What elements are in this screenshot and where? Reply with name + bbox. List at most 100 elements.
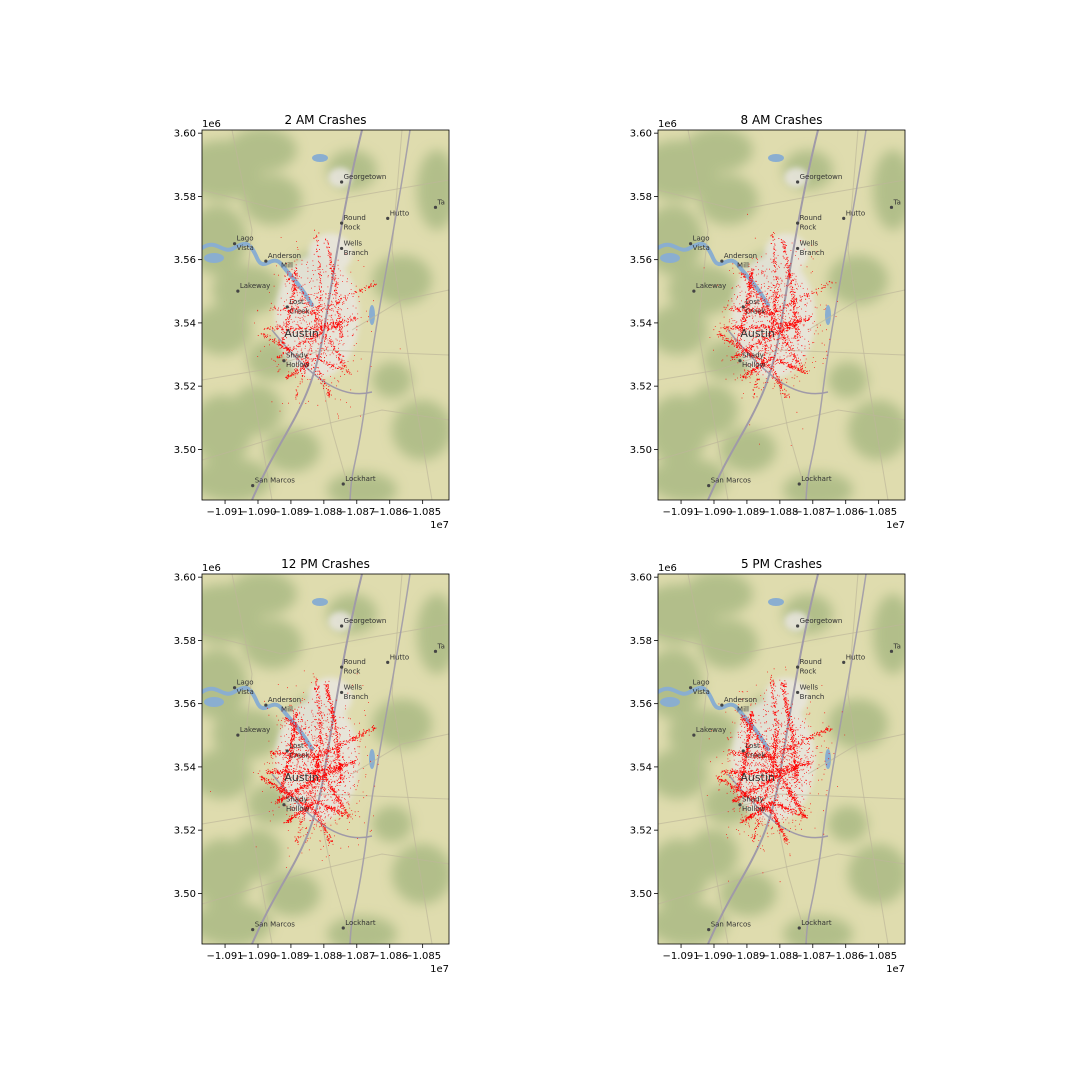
x-tick-label: −1.086 bbox=[827, 951, 864, 962]
place-dot bbox=[692, 289, 696, 293]
y-tick-label: 3.56 bbox=[174, 255, 196, 266]
place-label: Hutto bbox=[390, 209, 409, 217]
x-tick-label: −1.087 bbox=[338, 951, 375, 962]
place-label: Vista bbox=[693, 244, 710, 252]
panel-title: 8 AM Crashes bbox=[741, 113, 823, 127]
highway-i35 bbox=[251, 130, 363, 500]
place-label: Rock bbox=[344, 668, 362, 676]
place-label: Lost bbox=[745, 298, 760, 306]
y-tick-label: 3.52 bbox=[630, 826, 652, 837]
austin-label: Austin bbox=[284, 771, 319, 784]
place-dot bbox=[264, 703, 268, 707]
place-label: Hollow bbox=[742, 805, 766, 813]
place-label: Hollow bbox=[286, 361, 310, 369]
place-dot bbox=[842, 216, 846, 220]
place-label: Mill bbox=[737, 706, 749, 714]
x-tick-label: −1.088 bbox=[761, 507, 798, 518]
road bbox=[351, 733, 449, 775]
place-label: Lakeway bbox=[240, 282, 270, 290]
place-dot bbox=[692, 733, 696, 737]
place-dot bbox=[889, 205, 894, 209]
crash-points bbox=[703, 213, 838, 446]
axes-frame bbox=[657, 129, 906, 501]
road bbox=[351, 289, 449, 331]
axes-frame bbox=[201, 129, 450, 501]
y-offset-label: 1e6 bbox=[202, 119, 221, 130]
place-label: Lago bbox=[237, 679, 254, 687]
place-label: Lockhart bbox=[801, 919, 832, 927]
place-label: Lakeway bbox=[696, 282, 726, 290]
austin-label: Austin bbox=[740, 327, 775, 340]
highway-i35 bbox=[707, 130, 819, 500]
place-label: Lockhart bbox=[801, 475, 832, 483]
y-tick-label: 3.50 bbox=[174, 889, 196, 900]
place-dot bbox=[842, 660, 846, 664]
place-label: Wells bbox=[800, 239, 819, 247]
road bbox=[658, 853, 905, 905]
place-dot bbox=[796, 690, 800, 695]
place-label: Lost bbox=[745, 742, 760, 750]
place-label: Lago bbox=[237, 235, 254, 243]
place-dot bbox=[889, 649, 894, 653]
road bbox=[687, 130, 729, 500]
place-label: Creek bbox=[289, 751, 310, 759]
x-tick-label: −1.089 bbox=[728, 507, 765, 518]
lake-travis bbox=[202, 685, 314, 751]
y-tick-label: 3.58 bbox=[174, 636, 196, 647]
place-label: Lockhart bbox=[345, 919, 376, 927]
road bbox=[202, 853, 449, 905]
lake-georgetown bbox=[768, 598, 784, 606]
place-label: Ta bbox=[892, 198, 900, 206]
road bbox=[202, 349, 449, 381]
place-label: Round bbox=[800, 658, 822, 666]
place-dot bbox=[285, 749, 289, 753]
place-label: Anderson bbox=[724, 696, 757, 704]
place-label: Lakeway bbox=[240, 726, 270, 734]
place-dot bbox=[433, 205, 438, 209]
y-tick-label: 3.52 bbox=[174, 826, 196, 837]
place-label: Lost bbox=[289, 298, 304, 306]
place-dot bbox=[688, 686, 693, 690]
lake-travis bbox=[202, 241, 314, 307]
place-dot bbox=[720, 703, 724, 707]
road bbox=[391, 574, 433, 944]
highway-sh130 bbox=[349, 130, 411, 500]
highway-183 bbox=[271, 773, 373, 839]
panel-title: 2 AM Crashes bbox=[285, 113, 367, 127]
road bbox=[321, 823, 353, 944]
y-tick-label: 3.58 bbox=[174, 192, 196, 203]
x-tick-label: −1.085 bbox=[404, 951, 441, 962]
place-dot bbox=[236, 289, 240, 293]
place-dot bbox=[738, 359, 742, 363]
road bbox=[777, 379, 809, 500]
place-dot bbox=[232, 242, 237, 246]
road bbox=[807, 733, 905, 775]
place-label: Georgetown bbox=[344, 617, 387, 625]
x-tick-label: −1.090 bbox=[695, 951, 732, 962]
x-tick-label: −1.086 bbox=[371, 951, 408, 962]
place-label: Lockhart bbox=[345, 475, 376, 483]
x-tick-label: −1.085 bbox=[860, 951, 897, 962]
panel-title: 12 PM Crashes bbox=[281, 557, 370, 571]
place-dot bbox=[707, 484, 711, 488]
y-tick-label: 3.54 bbox=[630, 762, 652, 773]
place-label: Branch bbox=[800, 693, 825, 701]
road bbox=[202, 793, 449, 825]
place-label: Mill bbox=[281, 706, 293, 714]
x-tick-label: −1.091 bbox=[663, 507, 700, 518]
lake-georgetown bbox=[768, 154, 784, 162]
road bbox=[202, 179, 449, 211]
y-tick-label: 3.60 bbox=[630, 573, 652, 584]
y-tick-label: 3.56 bbox=[174, 699, 196, 710]
x-tick-label: −1.089 bbox=[272, 507, 309, 518]
highway-sh130 bbox=[349, 574, 411, 944]
place-label: Wells bbox=[344, 683, 363, 691]
road bbox=[658, 409, 905, 461]
place-label: Anderson bbox=[268, 696, 301, 704]
place-label: Shady bbox=[742, 796, 764, 804]
place-label: Vista bbox=[237, 688, 254, 696]
place-dot bbox=[720, 259, 724, 263]
x-tick-label: −1.087 bbox=[338, 507, 375, 518]
